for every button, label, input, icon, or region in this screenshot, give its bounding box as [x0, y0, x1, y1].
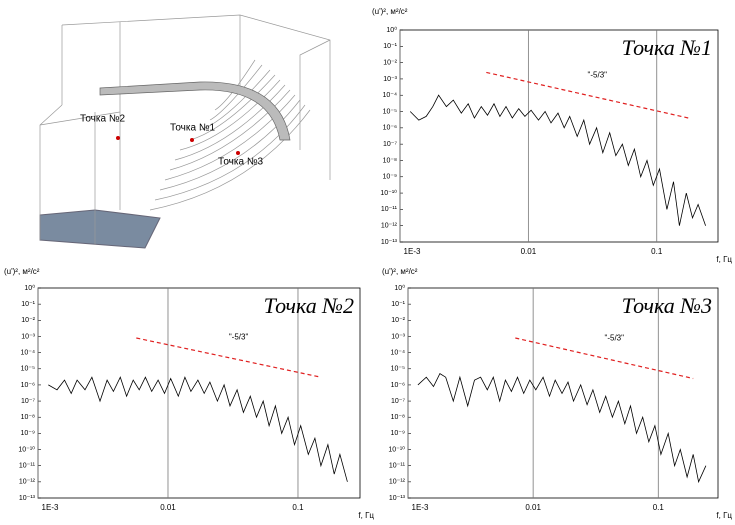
y-tick-label: 10⁻⁵	[383, 108, 397, 115]
y-tick-label: 10⁻⁸	[391, 414, 405, 421]
y-axis-label: (u')², м²/с²	[372, 7, 408, 16]
point-marker	[236, 151, 240, 155]
y-tick-label: 10⁻⁹	[21, 430, 35, 437]
chart-title: Точка №3	[622, 293, 712, 318]
x-tick-label: 1E-3	[42, 503, 59, 512]
y-tick-label: 10⁻⁸	[383, 157, 397, 164]
y-tick-label: 10⁻⁷	[383, 141, 397, 148]
point-marker	[116, 136, 120, 140]
x-tick-label: 0.01	[521, 247, 537, 256]
y-tick-label: 10⁻¹	[391, 301, 405, 308]
y-tick-label: 10⁻²	[21, 317, 35, 324]
x-axis-label: f, Гц	[716, 511, 732, 520]
y-tick-label: 10⁻¹¹	[381, 206, 398, 213]
slope-reference-line	[515, 338, 693, 379]
y-tick-label: 10⁻⁴	[21, 349, 36, 356]
y-tick-label: 10⁻⁶	[383, 125, 397, 132]
spectrum-line	[48, 377, 347, 482]
y-tick-label: 10⁻²	[391, 317, 405, 324]
x-tick-label: 0.1	[651, 247, 663, 256]
slope-reference-line	[136, 338, 321, 377]
y-tick-label: 10⁻⁴	[383, 92, 398, 99]
slope-label: "-5/3"	[604, 333, 624, 342]
y-tick-label: 10⁻¹²	[381, 223, 398, 230]
y-tick-label: 10⁻¹³	[381, 239, 398, 246]
y-tick-label: 10⁻¹²	[19, 479, 36, 486]
chart: 10⁰ 10⁻¹ 10⁻² 10⁻³ 10⁻⁴ 10⁻⁵ 10⁻⁶ 10⁻⁷ 10⁻⁸ 10⁻⁹ 1…	[4, 267, 374, 520]
y-tick-label: 10⁰	[394, 284, 405, 292]
floor	[40, 210, 160, 248]
y-tick-label: 10⁻¹²	[389, 479, 406, 486]
y-tick-label: 10⁻¹³	[19, 495, 36, 502]
y-tick-label: 10⁻⁷	[391, 398, 405, 405]
y-tick-label: 10⁻¹¹	[19, 463, 36, 470]
slope-label: "-5/3"	[588, 70, 608, 79]
y-tick-label: 10⁻³	[21, 333, 35, 340]
y-tick-label: 10⁻⁶	[391, 382, 405, 389]
y-tick-label: 10⁻⁴	[391, 349, 406, 356]
y-tick-label: 10⁻¹⁰	[18, 445, 35, 453]
y-axis-label: (u')², м²/с²	[382, 267, 418, 276]
y-tick-label: 10⁻³	[391, 333, 405, 340]
point-label: Точка №3	[218, 157, 264, 168]
y-tick-label: 10⁻⁶	[21, 382, 35, 389]
y-tick-label: 10⁻⁹	[383, 174, 397, 181]
y-tick-label: 10⁻¹³	[389, 495, 406, 502]
chart: 10⁰ 10⁻¹ 10⁻² 10⁻³ 10⁻⁴ 10⁻⁵ 10⁻⁶ 10⁻⁷ 10⁻⁸ 10⁻⁹ 1…	[382, 267, 732, 520]
figure: Точка №2 Точка №1 Точка №3 10⁰10⁻¹10⁻²10…	[0, 0, 735, 525]
x-tick-label: 1E-3	[412, 503, 429, 512]
point-label: Точка №2	[80, 114, 126, 125]
x-tick-label: 1E-3	[404, 247, 421, 256]
chart-title: Точка №2	[264, 293, 354, 318]
chart-title: Точка №1	[622, 35, 712, 60]
y-tick-label: 10⁻⁸	[21, 414, 35, 421]
slope-label: "-5/3"	[229, 333, 249, 342]
y-tick-label: 10⁻¹⁰	[380, 189, 397, 197]
x-tick-label: 0.01	[160, 503, 176, 512]
point-marker	[190, 138, 194, 142]
spectrum-line	[410, 95, 705, 226]
x-tick-label: 0.01	[525, 503, 541, 512]
x-axis-label: f, Гц	[358, 511, 374, 520]
x-tick-label: 0.1	[292, 503, 304, 512]
y-tick-label: 10⁻⁵	[391, 366, 405, 373]
y-tick-label: 10⁻⁹	[391, 430, 405, 437]
point-label: Точка №1	[170, 123, 216, 134]
y-tick-label: 10⁰	[386, 26, 397, 34]
auditorium-diagram: Точка №2 Точка №1 Точка №3	[40, 15, 330, 248]
plot-frame	[400, 30, 718, 242]
spectrum-line	[418, 374, 706, 482]
x-axis-label: f, Гц	[716, 255, 732, 264]
y-tick-label: 10⁻⁷	[21, 398, 35, 405]
y-tick-label: 10⁻¹	[383, 43, 397, 50]
y-tick-label: 10⁻¹	[21, 301, 35, 308]
plot-frame	[408, 288, 718, 498]
y-axis-label: (u')², м²/с²	[4, 267, 40, 276]
y-tick-label: 10⁻¹¹	[389, 463, 406, 470]
x-tick-label: 0.1	[653, 503, 665, 512]
y-tick-label: 10⁻³	[383, 76, 397, 83]
y-tick-label: 10⁻²	[383, 59, 397, 66]
y-tick-label: 10⁻¹⁰	[388, 445, 405, 453]
plot-frame	[38, 288, 360, 498]
y-tick-label: 10⁰	[24, 284, 35, 292]
chart: 10⁰ 10⁻¹ 10⁻² 10⁻³ 10⁻⁴ 10⁻⁵ 10⁻⁶ 10⁻⁷ 10⁻⁸ 10⁻⁹ 1…	[372, 7, 732, 264]
y-tick-label: 10⁻⁵	[21, 366, 35, 373]
